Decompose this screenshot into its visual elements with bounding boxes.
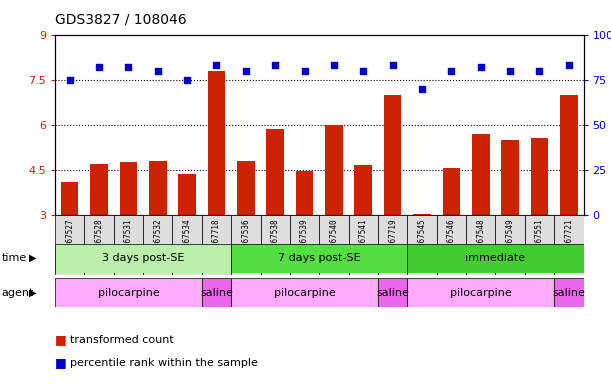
Text: GSM367531: GSM367531: [124, 218, 133, 260]
Bar: [55, 215, 84, 275]
Bar: [143, 215, 172, 275]
Point: [359, 68, 368, 74]
Bar: [178, 174, 196, 305]
Bar: [384, 95, 401, 305]
Bar: [466, 215, 496, 275]
Bar: [378, 215, 408, 275]
Text: GSM367540: GSM367540: [329, 218, 338, 260]
Text: ▶: ▶: [29, 288, 37, 298]
Bar: [560, 95, 577, 305]
Text: ■: ■: [55, 356, 67, 369]
Bar: [290, 215, 320, 275]
Text: GSM367527: GSM367527: [65, 218, 74, 260]
Point: [123, 64, 133, 70]
Bar: [84, 215, 114, 275]
Bar: [408, 244, 584, 273]
Text: GSM367528: GSM367528: [95, 218, 103, 260]
Text: GSM367551: GSM367551: [535, 218, 544, 260]
Bar: [437, 215, 466, 275]
Text: pilocarpine: pilocarpine: [274, 288, 335, 298]
Text: GSM367534: GSM367534: [183, 218, 192, 260]
Bar: [408, 215, 437, 275]
Bar: [55, 278, 202, 307]
Point: [476, 64, 486, 70]
Bar: [525, 215, 554, 275]
Text: GSM367546: GSM367546: [447, 218, 456, 260]
Bar: [202, 215, 231, 275]
Text: transformed count: transformed count: [70, 335, 174, 345]
Point: [329, 62, 339, 68]
Bar: [496, 215, 525, 275]
Text: 7 days post-SE: 7 days post-SE: [278, 253, 360, 263]
Bar: [530, 138, 548, 305]
Bar: [55, 244, 231, 273]
Bar: [61, 182, 78, 305]
Bar: [172, 215, 202, 275]
Bar: [442, 169, 460, 305]
Point: [94, 64, 104, 70]
Bar: [260, 215, 290, 275]
Bar: [408, 278, 554, 307]
Point: [535, 68, 544, 74]
Text: GSM367541: GSM367541: [359, 218, 368, 260]
Bar: [554, 278, 584, 307]
Bar: [501, 140, 519, 305]
Text: GSM367545: GSM367545: [417, 218, 426, 260]
Point: [211, 62, 221, 68]
Text: ▶: ▶: [29, 253, 37, 263]
Bar: [354, 166, 372, 305]
Bar: [319, 215, 349, 275]
Text: pilocarpine: pilocarpine: [98, 288, 159, 298]
Text: GSM367538: GSM367538: [271, 218, 280, 260]
Bar: [114, 215, 143, 275]
Text: agent: agent: [2, 288, 34, 298]
Bar: [90, 164, 108, 305]
Text: immediate: immediate: [466, 253, 525, 263]
Point: [564, 62, 574, 68]
Text: GSM367532: GSM367532: [153, 218, 163, 260]
Bar: [296, 171, 313, 305]
Point: [65, 77, 75, 83]
Bar: [325, 125, 343, 305]
Bar: [208, 71, 225, 305]
Text: saline: saline: [552, 288, 585, 298]
Text: 3 days post-SE: 3 days post-SE: [102, 253, 185, 263]
Bar: [472, 134, 489, 305]
Point: [270, 62, 280, 68]
Point: [241, 68, 251, 74]
Point: [153, 68, 163, 74]
Point: [299, 68, 309, 74]
Bar: [413, 214, 431, 305]
Text: time: time: [2, 253, 27, 263]
Bar: [237, 161, 255, 305]
Text: GSM367539: GSM367539: [300, 218, 309, 260]
Text: pilocarpine: pilocarpine: [450, 288, 511, 298]
Bar: [231, 215, 260, 275]
Text: GSM367548: GSM367548: [476, 218, 485, 260]
Point: [505, 68, 515, 74]
Text: percentile rank within the sample: percentile rank within the sample: [70, 358, 258, 368]
Bar: [554, 215, 584, 275]
Bar: [231, 278, 378, 307]
Text: saline: saline: [376, 288, 409, 298]
Bar: [149, 161, 167, 305]
Bar: [266, 129, 284, 305]
Text: GDS3827 / 108046: GDS3827 / 108046: [55, 13, 186, 27]
Point: [447, 68, 456, 74]
Bar: [202, 278, 231, 307]
Point: [417, 86, 427, 92]
Point: [388, 62, 398, 68]
Bar: [231, 244, 408, 273]
Point: [182, 77, 192, 83]
Text: GSM367536: GSM367536: [241, 218, 251, 260]
Bar: [349, 215, 378, 275]
Text: GSM367718: GSM367718: [212, 218, 221, 260]
Text: GSM367721: GSM367721: [565, 218, 573, 260]
Text: ■: ■: [55, 333, 67, 346]
Bar: [120, 162, 137, 305]
Text: GSM367719: GSM367719: [388, 218, 397, 260]
Bar: [378, 278, 408, 307]
Text: saline: saline: [200, 288, 233, 298]
Text: GSM367549: GSM367549: [505, 218, 514, 260]
